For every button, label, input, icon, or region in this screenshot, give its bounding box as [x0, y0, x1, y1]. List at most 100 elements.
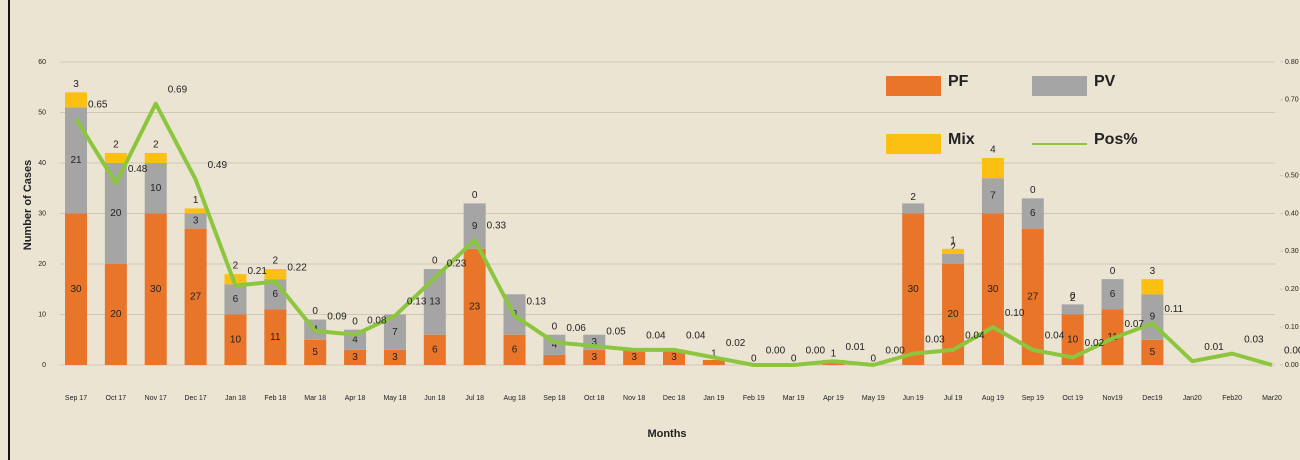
- data-label: 9: [1150, 312, 1156, 323]
- bar-segment: [184, 213, 207, 229]
- bar-segment: [503, 334, 526, 365]
- bar-segment: [383, 314, 406, 350]
- y2-tick-label: 0.70: [1285, 97, 1299, 104]
- data-label: 1: [831, 349, 837, 360]
- bar-segment: [423, 334, 446, 365]
- data-label: 3: [73, 79, 79, 90]
- line-label: 0.65: [88, 99, 108, 110]
- y2-tick-label: 0.30: [1285, 248, 1299, 255]
- line-label: 0.00: [885, 346, 905, 357]
- line-label: 0.09: [327, 312, 347, 323]
- bar-segment: [65, 107, 87, 214]
- x-tick-label: Dec 17: [185, 395, 207, 402]
- bar-segment: [543, 354, 566, 365]
- bar-segment: [144, 163, 167, 214]
- y2-tick-label: 0.10: [1285, 324, 1299, 331]
- y-tick-label: 50: [38, 109, 46, 116]
- line-label: 0.02: [726, 338, 746, 349]
- data-label: 0: [1030, 185, 1036, 196]
- y-tick-label: 30: [38, 210, 46, 217]
- bar-segment: [184, 228, 207, 365]
- data-label: 3: [671, 352, 677, 363]
- y-axis-title: Number of Cases: [22, 160, 34, 250]
- data-label: 30: [908, 284, 920, 295]
- data-label: 3: [631, 352, 637, 363]
- data-label: 6: [432, 344, 438, 355]
- y2-tick-label: 0.50: [1285, 172, 1299, 179]
- bar-segment: [264, 269, 287, 280]
- line-label: 0.03: [925, 334, 945, 345]
- y2-tick-label: 0.20: [1285, 286, 1299, 293]
- data-label: 1: [193, 195, 199, 206]
- line-label: 0.13: [407, 296, 427, 307]
- line-label: 0.04: [646, 330, 666, 341]
- line-label: 0.01: [845, 342, 865, 353]
- line-label: 0.48: [128, 164, 148, 175]
- x-tick-label: Mar20: [1262, 395, 1282, 402]
- data-label: 0: [1110, 266, 1116, 277]
- line-label: 0.23: [447, 259, 467, 270]
- line-label: 0.00: [1284, 346, 1300, 357]
- data-label: 0: [552, 321, 558, 332]
- line-label: 0.10: [1005, 308, 1025, 319]
- data-label: 4: [352, 334, 358, 345]
- data-label: 0: [791, 354, 797, 365]
- x-tick-label: Sep 17: [65, 395, 87, 402]
- bar-segment: [942, 248, 965, 254]
- bar-segment: [65, 92, 87, 108]
- x-axis-title: Months: [647, 428, 686, 440]
- data-label: 6: [273, 289, 279, 300]
- y2-tick-label: 0.40: [1285, 210, 1299, 217]
- bar-segment: [942, 253, 965, 264]
- x-tick-label: Jan 18: [225, 395, 246, 402]
- data-label: 0: [312, 306, 318, 317]
- data-label: 20: [948, 309, 960, 320]
- pos-line: [74, 101, 1273, 367]
- data-label: 3: [352, 352, 358, 363]
- bar-segment: [702, 359, 725, 365]
- data-label: 13: [429, 297, 441, 308]
- data-label: 21: [70, 155, 82, 166]
- x-tick-label: Jul 18: [465, 395, 484, 402]
- data-label: 9: [472, 221, 478, 232]
- y2-tick-label: 0.80: [1285, 59, 1299, 66]
- legend-swatch: [886, 76, 941, 96]
- data-label: 6: [1030, 208, 1036, 219]
- data-label: 10: [1067, 334, 1079, 345]
- data-label: 0: [432, 256, 438, 267]
- data-label: 1: [950, 235, 956, 246]
- x-tick-label: Nov 18: [623, 395, 645, 402]
- data-label: 0: [1070, 291, 1076, 302]
- line-label: 0.05: [606, 327, 626, 338]
- x-tick-label: Jan 19: [703, 395, 724, 402]
- y-tick-label: 60: [38, 59, 46, 66]
- legend-label: PF: [948, 73, 969, 90]
- line-label: 0.04: [965, 330, 985, 341]
- data-label: 4: [552, 339, 558, 350]
- x-tick-label: Feb 18: [264, 395, 286, 402]
- line-label: 0.21: [247, 266, 267, 277]
- data-label: 2: [1070, 293, 1076, 304]
- bar-segment: [184, 208, 207, 214]
- line-label: 0.03: [1244, 334, 1264, 345]
- data-label: 0: [472, 190, 478, 201]
- x-tick-label: Jun 19: [903, 395, 924, 402]
- bar-segment: [1021, 228, 1044, 365]
- bar-segment: [1061, 304, 1084, 315]
- line-label: 0.22: [287, 262, 307, 273]
- bar-segment: [104, 152, 127, 163]
- bar-segment: [224, 314, 247, 365]
- data-label: 20: [110, 208, 122, 219]
- data-label: 23: [469, 302, 481, 313]
- data-label: 2: [950, 243, 956, 254]
- line-label: 0.07: [1125, 319, 1145, 330]
- line-label: 0.33: [487, 221, 507, 232]
- y-tick-label: 10: [38, 311, 46, 318]
- data-label: 3: [193, 216, 199, 227]
- bar-segment: [623, 349, 646, 365]
- legend-label: Mix: [948, 131, 975, 148]
- data-label: 5: [312, 347, 318, 358]
- x-tick-label: Oct 18: [584, 395, 605, 402]
- bar-segment: [144, 152, 167, 163]
